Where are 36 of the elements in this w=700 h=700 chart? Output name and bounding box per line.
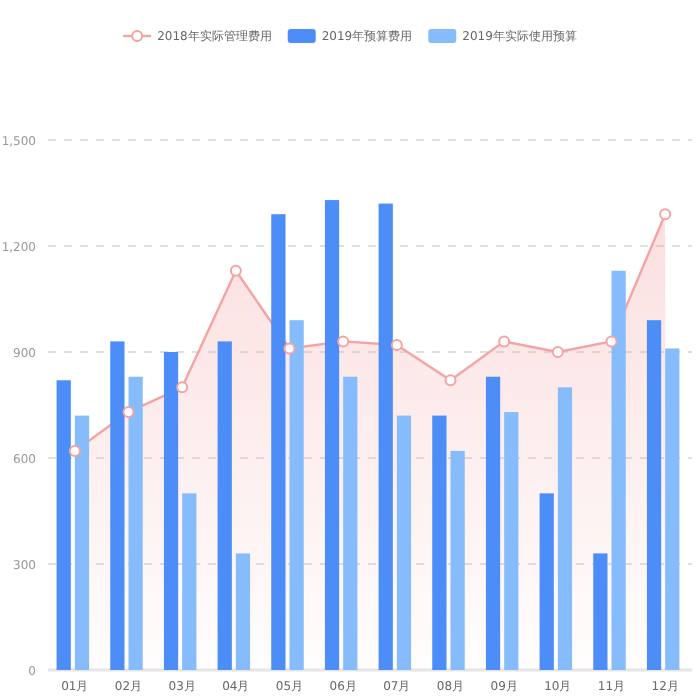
bar — [217, 341, 232, 670]
bar — [450, 450, 465, 670]
point — [659, 208, 672, 221]
bar — [343, 376, 358, 670]
bar — [182, 493, 197, 670]
point — [551, 346, 564, 358]
bar — [324, 200, 340, 670]
point — [444, 374, 457, 387]
point — [337, 335, 350, 348]
point — [605, 335, 618, 348]
bar — [235, 553, 251, 670]
bar — [56, 380, 71, 670]
bar — [74, 415, 90, 670]
bar — [271, 214, 286, 670]
point — [176, 381, 189, 394]
bar — [539, 493, 554, 670]
point — [390, 338, 403, 351]
bar — [557, 387, 573, 670]
point — [229, 264, 242, 277]
bar — [163, 352, 179, 670]
bar — [432, 415, 447, 670]
bar — [504, 412, 519, 670]
bar — [611, 270, 626, 670]
bar — [128, 376, 143, 670]
bar — [289, 320, 304, 670]
bar — [593, 553, 608, 670]
point — [122, 406, 135, 419]
bar — [646, 320, 662, 670]
bar — [485, 376, 501, 670]
bar — [110, 341, 125, 670]
point — [498, 335, 511, 348]
bar — [665, 348, 680, 670]
point — [283, 342, 296, 355]
point — [68, 444, 81, 457]
bar — [378, 203, 393, 670]
bar — [396, 415, 412, 670]
